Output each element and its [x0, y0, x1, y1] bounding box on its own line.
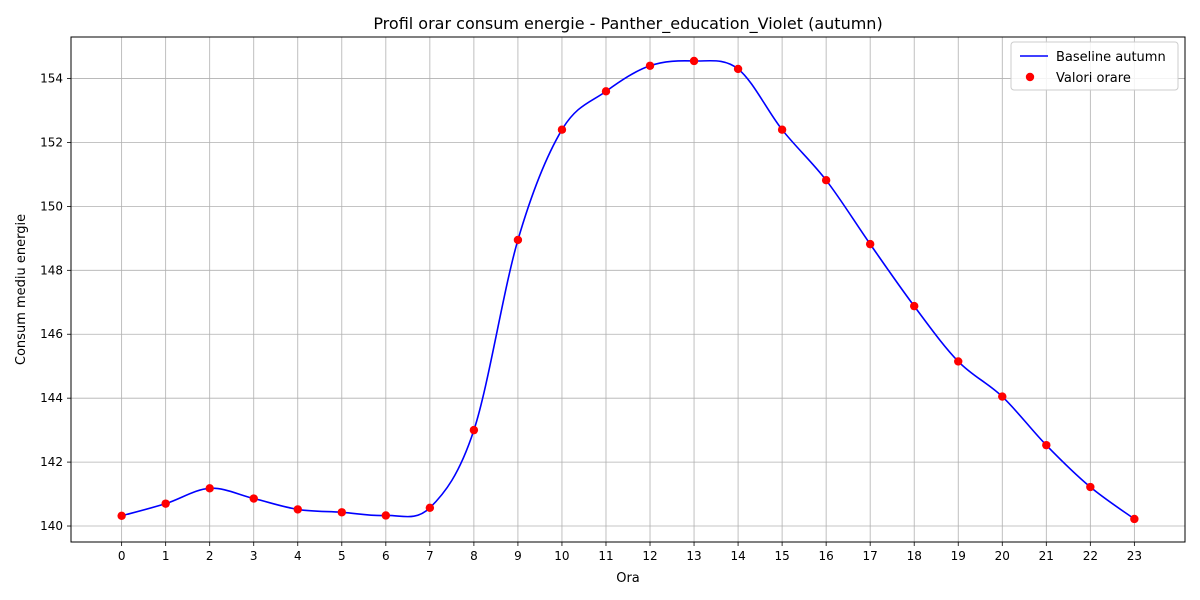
grid — [71, 37, 1185, 542]
data-point — [469, 425, 479, 435]
ticks: 0 1 2 3 4 5 6 7 8 9 10 11 12 13 14 15 16 17 18 19 20 21 22 2314… — [40, 72, 1142, 563]
data-point — [249, 494, 258, 503]
x-tick-label: 6 — [382, 549, 390, 563]
data-point — [557, 125, 567, 134]
data-point — [513, 235, 523, 245]
x-tick-label: 1 — [162, 549, 170, 563]
x-tick-label: 19 — [951, 549, 966, 563]
plot-frame — [70, 36, 1186, 543]
y-axis-title: Consum mediu energie — [14, 214, 29, 365]
y-tick-label: 152 — [40, 135, 63, 149]
x-tick-label: 11 — [598, 549, 613, 563]
x-tick-label: 0 — [118, 549, 126, 563]
x-tick-label: 12 — [642, 549, 657, 563]
x-tick-label: 21 — [1039, 549, 1054, 563]
legend-marker-swatch — [1025, 72, 1035, 82]
legend: Baseline autumn Valori orare — [1010, 41, 1179, 91]
x-tick-label: 23 — [1127, 549, 1142, 563]
data-point — [293, 505, 302, 514]
y-tick-label: 154 — [40, 72, 63, 86]
y-tick-label: 142 — [40, 455, 63, 469]
x-tick-label: 10 — [554, 549, 569, 563]
data-point — [910, 301, 919, 311]
x-tick-label: 13 — [686, 549, 701, 563]
y-tick-label: 144 — [40, 391, 63, 405]
x-tick-label: 20 — [995, 549, 1010, 563]
x-axis-title: Ora — [616, 571, 640, 586]
series-layer — [117, 56, 1139, 524]
data-point — [337, 508, 346, 517]
x-tick-label: 18 — [907, 549, 922, 563]
data-point — [1130, 514, 1139, 524]
data-point — [777, 125, 787, 134]
x-tick-label: 16 — [819, 549, 834, 563]
x-tick-label: 4 — [294, 549, 302, 563]
legend-box — [1010, 41, 1179, 91]
data-point — [601, 87, 611, 96]
data-point — [733, 64, 743, 74]
y-tick-label: 150 — [40, 199, 63, 213]
data-point — [998, 392, 1007, 401]
data-point — [117, 511, 126, 520]
y-tick-label: 146 — [40, 327, 63, 341]
data-point — [1086, 482, 1095, 492]
x-tick-label: 3 — [250, 549, 258, 563]
data-point — [645, 61, 655, 70]
y-tick-label: 140 — [40, 519, 63, 533]
data-point — [865, 239, 875, 249]
legend-label-baseline: Baseline autumn — [1056, 50, 1166, 65]
x-tick-label: 7 — [426, 549, 434, 563]
data-point — [689, 56, 699, 66]
x-tick-label: 17 — [863, 549, 878, 563]
legend-label-valori: Valori orare — [1056, 71, 1131, 86]
x-tick-label: 14 — [730, 549, 745, 563]
data-point — [161, 499, 170, 508]
x-tick-label: 9 — [514, 549, 522, 563]
x-tick-label: 5 — [338, 549, 346, 563]
x-tick-label: 15 — [774, 549, 789, 563]
data-point — [1042, 440, 1051, 450]
chart-title: Profil orar consum energie - Panther_edu… — [373, 14, 882, 34]
x-tick-label: 22 — [1083, 549, 1098, 563]
data-point — [425, 503, 435, 513]
data-point — [954, 357, 963, 366]
x-tick-label: 8 — [470, 549, 478, 563]
y-tick-label: 148 — [40, 263, 63, 277]
data-point — [821, 175, 831, 185]
data-point — [381, 511, 391, 520]
x-tick-label: 2 — [206, 549, 214, 563]
data-point — [205, 484, 214, 493]
